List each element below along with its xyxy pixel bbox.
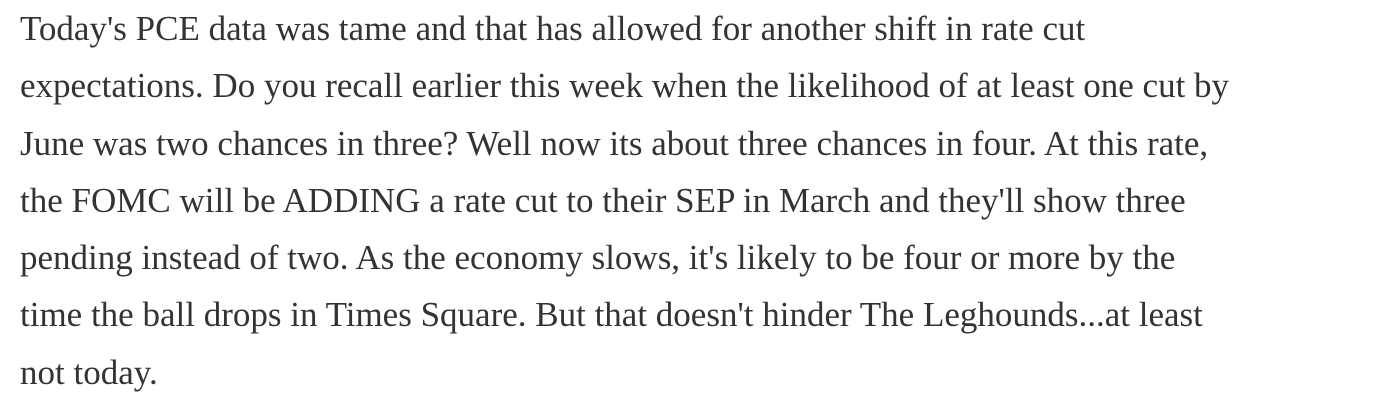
text-line: time the ball drops in Times Square. But… xyxy=(20,295,1203,335)
text-line: expectations. Do you recall earlier this… xyxy=(20,66,1230,106)
text-line: the FOMC will be ADDING a rate cut to th… xyxy=(20,180,1186,220)
text-line: pending instead of two. As the economy s… xyxy=(20,238,1176,278)
paragraph: Today's PCE data was tame and that has a… xyxy=(20,0,1229,401)
text-line: Today's PCE data was tame and that has a… xyxy=(20,9,1086,48)
text-line: not today. xyxy=(20,352,158,392)
text-line: June was two chances in three? Well now … xyxy=(20,123,1209,163)
